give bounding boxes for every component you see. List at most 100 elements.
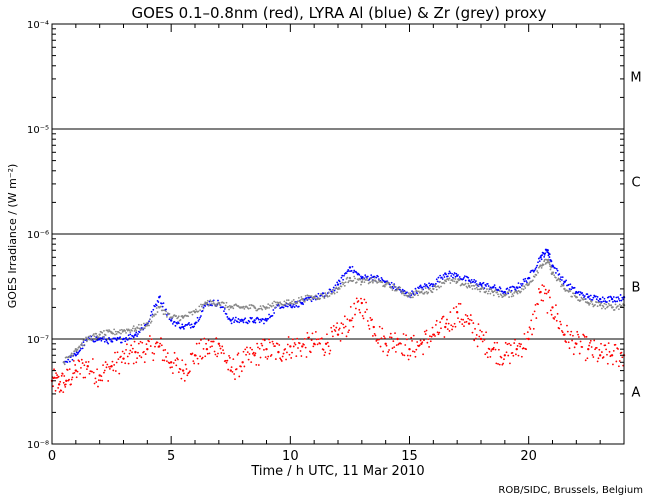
data-point [154,345,156,348]
data-point [429,289,432,292]
data-point [383,285,386,288]
data-point [548,261,551,264]
data-point [348,280,350,282]
data-point [223,306,226,309]
data-point [410,336,413,339]
data-point [85,340,88,343]
data-point [436,331,439,334]
data-point [541,254,544,256]
data-point [267,317,270,320]
data-point [217,299,219,302]
data-point [57,375,60,378]
data-point [543,285,545,288]
data-point [120,361,123,364]
data-point [151,351,154,354]
data-point [366,308,368,311]
data-point [240,320,242,323]
data-point [140,356,143,359]
data-point [319,297,322,300]
flare-class-label: B [632,281,641,296]
data-point [452,325,454,328]
data-point [231,305,234,308]
data-point [217,302,219,305]
data-point [548,256,551,258]
data-point [614,343,617,346]
data-point [282,352,285,355]
data-point [309,295,311,297]
data-point [598,297,602,301]
data-point [425,283,428,286]
data-point [399,286,402,289]
data-point [114,330,117,333]
data-point [276,342,279,345]
data-point [608,350,611,353]
data-point [439,280,442,283]
data-point [131,347,134,350]
data-point [576,296,579,299]
data-point [340,285,343,288]
data-point [94,340,97,343]
data-point [457,302,460,305]
data-point [438,331,441,334]
data-point [104,334,107,336]
data-point [212,340,215,343]
data-point [74,350,76,352]
data-point [76,353,79,355]
data-point [304,346,307,349]
data-point [287,299,290,302]
data-point [590,346,593,348]
data-point [525,280,528,282]
data-point [308,336,310,339]
data-point [161,305,164,308]
data-point [363,281,366,283]
data-point [443,282,446,285]
data-point [285,305,287,308]
data-point [604,307,607,310]
data-point [514,353,517,356]
data-point [258,321,261,324]
data-point [547,258,550,261]
data-point [511,293,514,295]
data-point [386,281,389,284]
data-point [166,314,168,316]
data-point [193,325,196,328]
data-point [343,326,345,329]
data-point [198,342,201,345]
data-point [502,362,505,365]
data-point [121,338,124,341]
data-point [195,321,198,324]
data-point [387,351,390,353]
data-point [73,371,76,374]
data-point [549,309,552,312]
data-point [612,296,615,298]
data-point [232,317,235,319]
data-point [111,360,114,363]
data-point [513,291,516,294]
data-point [254,352,257,355]
data-point [411,339,413,342]
data-point [128,337,131,340]
data-point [542,252,545,255]
data-point [203,303,206,305]
data-point [103,340,106,343]
data-point [560,323,562,326]
data-point [319,342,322,345]
data-point [137,342,140,345]
data-point [491,290,493,292]
data-point [274,358,277,360]
data-point [131,327,134,330]
data-point [526,282,528,285]
data-point [463,275,466,278]
data-point [526,277,529,280]
data-point [614,303,617,306]
data-point [189,326,192,329]
data-point [273,312,276,314]
data-point [610,304,613,307]
data-point [523,280,526,283]
data-point [140,324,143,326]
data-point [595,346,598,349]
data-point [235,368,238,370]
data-point [537,266,540,269]
data-point [520,283,522,285]
data-point [305,356,308,358]
